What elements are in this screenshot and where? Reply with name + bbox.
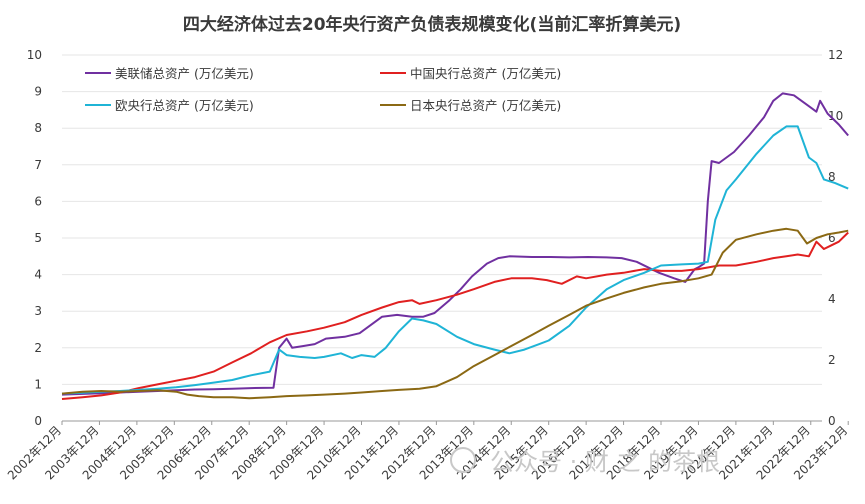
y-right-tick-label: 6 xyxy=(828,231,836,245)
y-axis-left-ticks: 0 1 2 3 4 5 6 7 8 9 10 xyxy=(27,48,42,428)
legend-label: 中国央行总资产 (万亿美元) xyxy=(410,66,561,81)
y-left-tick-label: 9 xyxy=(34,85,42,99)
legend-label: 日本央行总资产 (万亿美元) xyxy=(410,98,561,113)
y-left-tick-label: 6 xyxy=(34,194,42,208)
y-left-tick-label: 2 xyxy=(34,341,42,355)
y-right-tick-label: 0 xyxy=(828,414,836,428)
chart-title: 四大经济体过去20年央行资产负债表规模变化(当前汇率折算美元) xyxy=(183,14,681,35)
x-axis-ticks: 2002年12月2003年12月2004年12月2005年12月2006年12月… xyxy=(5,423,850,482)
legend: 美联储总资产 (万亿美元) 中国央行总资产 (万亿美元) 欧央行总资产 (万亿美元)… xyxy=(85,66,561,113)
gridlines xyxy=(62,54,822,385)
y-left-tick-label: 1 xyxy=(34,377,42,391)
y-left-tick-label: 8 xyxy=(34,121,42,135)
series-line xyxy=(61,227,849,400)
y-right-tick-label: 10 xyxy=(828,109,843,123)
series-line xyxy=(61,231,849,400)
series-lines xyxy=(61,92,849,400)
axes xyxy=(61,420,849,425)
y-left-tick-label: 10 xyxy=(27,48,42,62)
y-axis-right-ticks: 0 2 4 6 8 10 12 xyxy=(828,48,843,428)
watermark-text: 公众号 · 财 之 的茶根 xyxy=(490,448,720,476)
y-right-tick-label: 8 xyxy=(828,170,836,184)
watermark-logo-icon xyxy=(450,447,476,473)
y-left-tick-label: 5 xyxy=(34,231,42,245)
series-line xyxy=(61,92,849,396)
y-right-tick-label: 2 xyxy=(828,353,836,367)
y-left-tick-label: 3 xyxy=(34,304,42,318)
legend-label: 欧央行总资产 (万亿美元) xyxy=(115,98,254,113)
watermark: 公众号 · 财 之 的茶根 xyxy=(450,447,720,476)
y-left-tick-label: 7 xyxy=(34,158,42,172)
y-left-tick-label: 4 xyxy=(34,268,42,282)
series-line xyxy=(61,125,849,395)
legend-label: 美联储总资产 (万亿美元) xyxy=(115,66,254,81)
y-left-tick-label: 0 xyxy=(34,414,42,428)
y-right-tick-label: 12 xyxy=(828,48,843,62)
y-right-tick-label: 4 xyxy=(828,292,836,306)
